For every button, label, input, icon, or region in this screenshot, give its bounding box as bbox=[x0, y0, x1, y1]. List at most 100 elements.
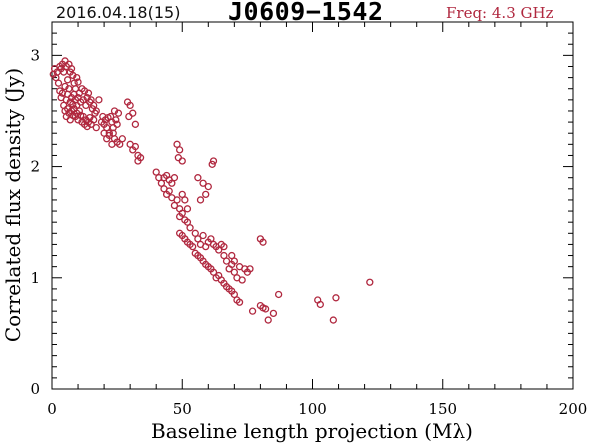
data-point bbox=[110, 107, 119, 115]
data-point bbox=[228, 251, 236, 260]
x-tick-label: 100 bbox=[298, 400, 327, 418]
data-point bbox=[175, 146, 184, 154]
data-point bbox=[174, 154, 182, 162]
data-point bbox=[112, 116, 120, 124]
y-tick-label: 1 bbox=[30, 269, 40, 287]
data-point bbox=[274, 290, 283, 299]
data-point bbox=[65, 85, 73, 93]
data-point bbox=[222, 257, 231, 265]
data-point bbox=[131, 120, 140, 128]
data-point bbox=[87, 96, 95, 104]
data-point bbox=[261, 305, 270, 313]
tick-labels: 0 50 100 150 200 0 1 2 3 bbox=[30, 46, 587, 418]
y-axis-label: Correlated flux density (Jy) bbox=[1, 68, 25, 342]
data-point bbox=[125, 112, 133, 121]
data-point bbox=[269, 309, 278, 318]
data-point bbox=[170, 201, 179, 210]
data-point bbox=[54, 79, 63, 87]
data-point bbox=[95, 96, 103, 104]
data-points bbox=[49, 57, 374, 324]
data-point bbox=[207, 235, 215, 243]
data-point bbox=[90, 101, 98, 110]
data-point bbox=[196, 196, 205, 204]
data-point bbox=[220, 242, 228, 251]
data-point bbox=[114, 109, 123, 117]
axis-ticks bbox=[51, 22, 574, 390]
data-point bbox=[199, 231, 207, 240]
data-point bbox=[178, 157, 186, 165]
data-point bbox=[69, 71, 77, 80]
data-point bbox=[170, 174, 179, 182]
data-point bbox=[264, 316, 272, 324]
y-tick-label: 2 bbox=[30, 158, 40, 176]
x-tick-label: 0 bbox=[47, 400, 57, 418]
frequency-label: Freq: 4.3 GHz bbox=[446, 4, 554, 22]
data-point bbox=[92, 124, 100, 132]
data-point bbox=[194, 174, 202, 182]
x-axis-label: Baseline length projection (Mλ) bbox=[151, 419, 473, 443]
x-tick-label: 50 bbox=[173, 400, 192, 418]
data-point bbox=[83, 122, 91, 131]
data-point bbox=[116, 140, 124, 148]
plot-frame bbox=[51, 21, 574, 390]
y-tick-label: 0 bbox=[30, 380, 40, 398]
data-point bbox=[209, 268, 218, 276]
data-point bbox=[84, 89, 93, 97]
y-tick-label: 3 bbox=[30, 46, 40, 64]
data-point bbox=[165, 187, 173, 195]
data-point bbox=[129, 109, 137, 117]
data-point bbox=[246, 265, 254, 273]
data-point bbox=[86, 113, 94, 122]
data-point bbox=[113, 120, 121, 128]
data-point bbox=[80, 87, 89, 95]
data-point bbox=[157, 179, 166, 187]
data-point bbox=[235, 298, 244, 306]
data-point bbox=[209, 157, 218, 165]
data-point bbox=[248, 307, 257, 315]
x-tick-label: 150 bbox=[428, 400, 457, 418]
data-point bbox=[238, 276, 246, 284]
data-point bbox=[259, 238, 267, 246]
data-point bbox=[316, 300, 324, 309]
data-point bbox=[63, 76, 72, 84]
data-point bbox=[183, 205, 192, 213]
data-point bbox=[173, 140, 181, 148]
data-point bbox=[75, 107, 84, 115]
data-point bbox=[215, 246, 223, 254]
data-point bbox=[155, 174, 163, 182]
data-point bbox=[126, 101, 134, 110]
data-point bbox=[230, 290, 239, 299]
data-point bbox=[191, 229, 199, 237]
data-point bbox=[118, 135, 126, 143]
data-point bbox=[73, 73, 81, 82]
data-point bbox=[178, 190, 186, 199]
data-point bbox=[152, 168, 160, 176]
data-point bbox=[194, 235, 202, 243]
x-tick-label: 200 bbox=[559, 400, 588, 418]
data-point bbox=[82, 101, 90, 110]
data-point bbox=[230, 268, 239, 276]
data-point bbox=[92, 107, 100, 115]
data-point bbox=[105, 131, 113, 140]
data-point bbox=[178, 209, 186, 217]
data-point bbox=[74, 78, 82, 86]
observation-date: 2016.04.18(15) bbox=[56, 3, 181, 22]
data-point bbox=[105, 129, 113, 137]
data-point bbox=[329, 316, 337, 324]
data-point bbox=[173, 196, 181, 204]
data-point bbox=[186, 224, 194, 232]
data-point bbox=[183, 218, 192, 226]
data-point bbox=[90, 116, 98, 124]
data-point bbox=[61, 82, 69, 91]
data-point bbox=[189, 242, 197, 251]
data-point bbox=[220, 251, 228, 260]
data-point bbox=[208, 160, 216, 169]
data-point bbox=[131, 142, 140, 151]
data-point bbox=[134, 157, 142, 165]
data-point bbox=[79, 96, 87, 104]
data-point bbox=[332, 294, 340, 302]
data-point bbox=[230, 257, 239, 265]
data-point bbox=[168, 179, 176, 187]
